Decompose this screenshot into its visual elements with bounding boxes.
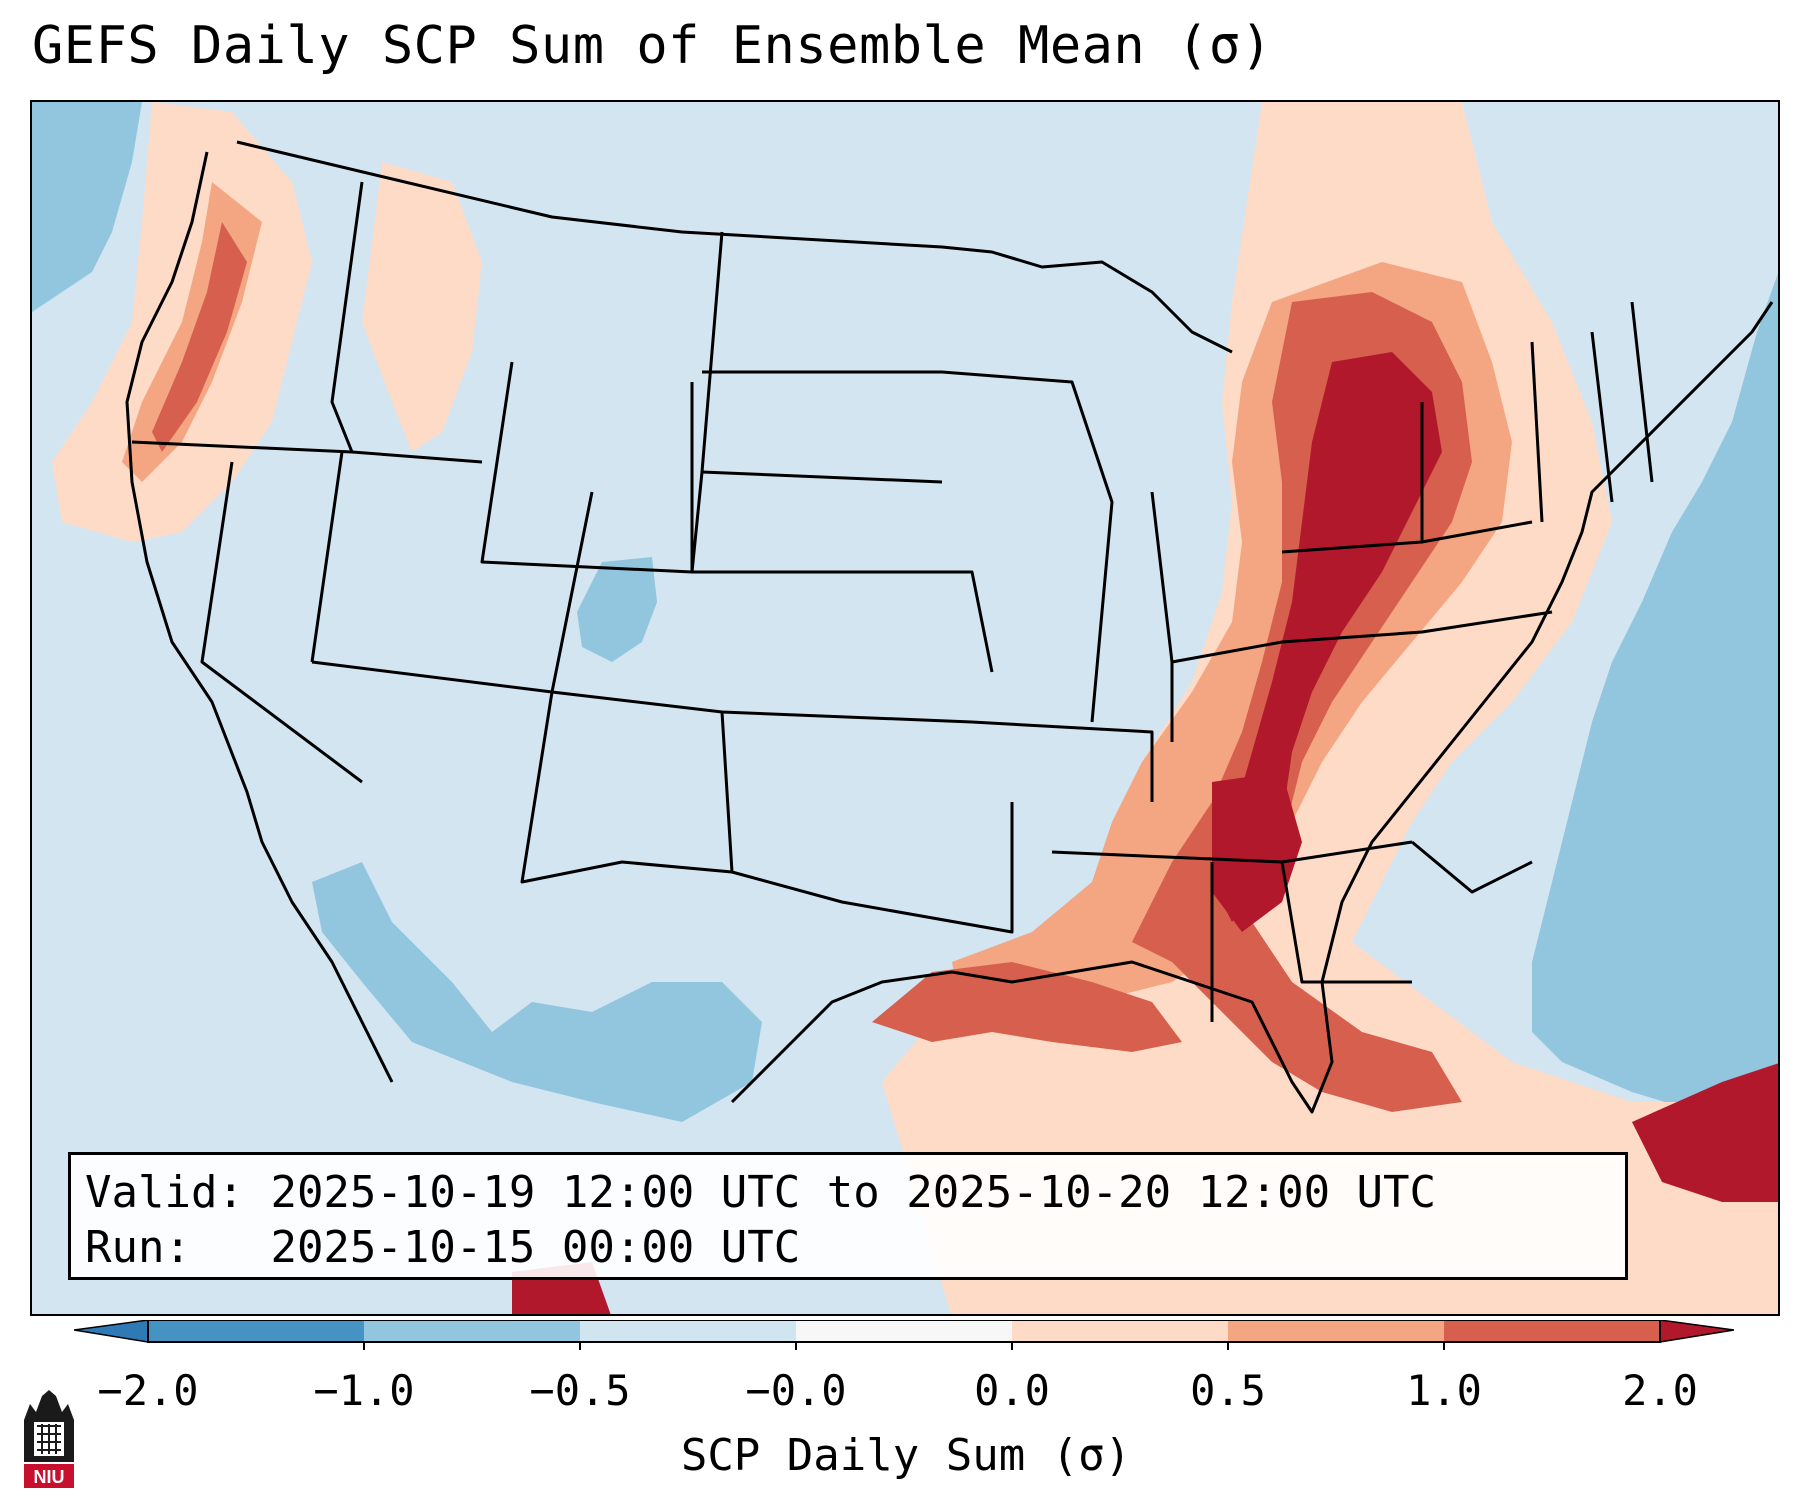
map-panel: Valid: 2025-10-19 12:00 UTC to 2025-10-2… [30,100,1780,1316]
colorado-negative-area [577,557,657,662]
colorbar-bin [1012,1320,1229,1342]
gulf-atlantic-coastline [730,301,1774,1114]
atlantic-negative-area [1532,273,1778,1141]
scp-field-map [32,102,1778,1314]
colorbar-tick-label: −0.5 [529,1366,631,1415]
colorbar-tick-label: −2.0 [97,1366,199,1415]
state-borders [125,140,1774,1114]
colorbar-bin [364,1320,581,1342]
valid-label: Valid: [85,1167,244,1218]
run-info-box: Valid: 2025-10-19 12:00 UTC to 2025-10-2… [68,1152,1628,1280]
colorbar-tick-label: −1.0 [313,1366,415,1415]
colorbar-bin [1228,1320,1445,1342]
colorbar-tick-label: 0.5 [1190,1366,1266,1415]
run-value: 2025-10-15 00:00 UTC [270,1222,801,1273]
colorbar-over-extension [1659,1320,1734,1343]
pnw-positive-high [152,222,247,452]
colorbar-tick-label: −0.0 [745,1366,847,1415]
colorbar-bin [580,1320,797,1342]
niu-university-logo: NIU [24,1390,74,1488]
colorbar-tick-label: 1.0 [1406,1366,1482,1415]
valid-line: Valid: 2025-10-19 12:00 UTC to 2025-10-2… [85,1165,1611,1220]
pacific-negative-area [32,102,142,312]
colorbar-bins [148,1320,1661,1350]
valid-value: 2025-10-19 12:00 UTC to 2025-10-20 12:00… [270,1167,1437,1218]
colorbar-under-extension [74,1320,149,1343]
run-label: Run: [85,1222,191,1273]
pacific-coastline [125,151,394,1083]
colorbar-bin [148,1320,365,1342]
alabama-positive-max [1212,772,1302,932]
map-title: GEFS Daily SCP Sum of Ensemble Mean (σ) [32,16,1273,76]
colorbar-label: SCP Daily Sum (σ) [680,1430,1132,1481]
colorbar-tick-label: 2.0 [1622,1366,1698,1415]
colorbar-bin [1444,1320,1661,1342]
colorbar [74,1320,1734,1350]
colorbar-bin [796,1320,1013,1342]
gulf-positive-high [872,962,1182,1052]
logo-text: NIU [34,1467,65,1487]
caribbean-positive-max [1632,1063,1778,1202]
canada-border [236,140,1233,354]
colorbar-tick-label: 0.0 [974,1366,1050,1415]
mexico-negative-area [312,862,762,1122]
idaho-positive-low [362,162,482,452]
run-line: Run: 2025-10-15 00:00 UTC [85,1220,1611,1275]
colorbar-outline [147,1320,1661,1343]
